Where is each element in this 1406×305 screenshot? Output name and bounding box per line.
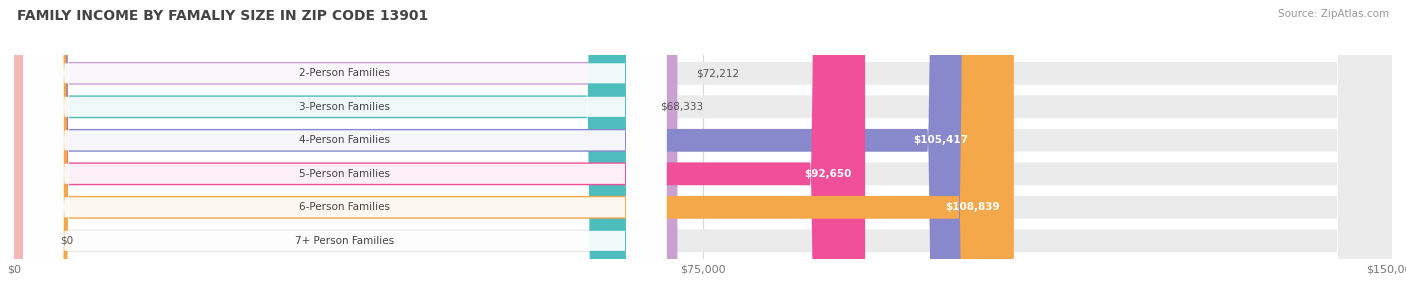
Text: FAMILY INCOME BY FAMALIY SIZE IN ZIP CODE 13901: FAMILY INCOME BY FAMALIY SIZE IN ZIP COD… — [17, 9, 427, 23]
FancyBboxPatch shape — [24, 0, 666, 305]
FancyBboxPatch shape — [14, 0, 1392, 305]
FancyBboxPatch shape — [14, 0, 983, 305]
FancyBboxPatch shape — [14, 0, 46, 305]
FancyBboxPatch shape — [24, 0, 666, 305]
FancyBboxPatch shape — [14, 0, 1392, 305]
Text: 3-Person Families: 3-Person Families — [299, 102, 391, 112]
FancyBboxPatch shape — [24, 0, 666, 305]
Text: $105,417: $105,417 — [914, 135, 969, 145]
FancyBboxPatch shape — [14, 0, 1392, 305]
FancyBboxPatch shape — [24, 0, 666, 305]
Text: 4-Person Families: 4-Person Families — [299, 135, 391, 145]
Text: $0: $0 — [60, 236, 73, 246]
Text: Source: ZipAtlas.com: Source: ZipAtlas.com — [1278, 9, 1389, 19]
FancyBboxPatch shape — [14, 0, 1392, 305]
FancyBboxPatch shape — [24, 0, 666, 305]
Text: $72,212: $72,212 — [696, 68, 740, 78]
FancyBboxPatch shape — [14, 0, 678, 305]
Text: $68,333: $68,333 — [661, 102, 703, 112]
FancyBboxPatch shape — [24, 0, 666, 305]
FancyBboxPatch shape — [14, 0, 865, 305]
FancyBboxPatch shape — [14, 0, 1392, 305]
FancyBboxPatch shape — [14, 0, 641, 305]
Text: 5-Person Families: 5-Person Families — [299, 169, 391, 179]
Text: $108,839: $108,839 — [945, 202, 1000, 212]
Text: $92,650: $92,650 — [804, 169, 852, 179]
Text: 7+ Person Families: 7+ Person Families — [295, 236, 394, 246]
FancyBboxPatch shape — [14, 0, 1392, 305]
FancyBboxPatch shape — [14, 0, 1014, 305]
Text: 6-Person Families: 6-Person Families — [299, 202, 391, 212]
Text: 2-Person Families: 2-Person Families — [299, 68, 391, 78]
